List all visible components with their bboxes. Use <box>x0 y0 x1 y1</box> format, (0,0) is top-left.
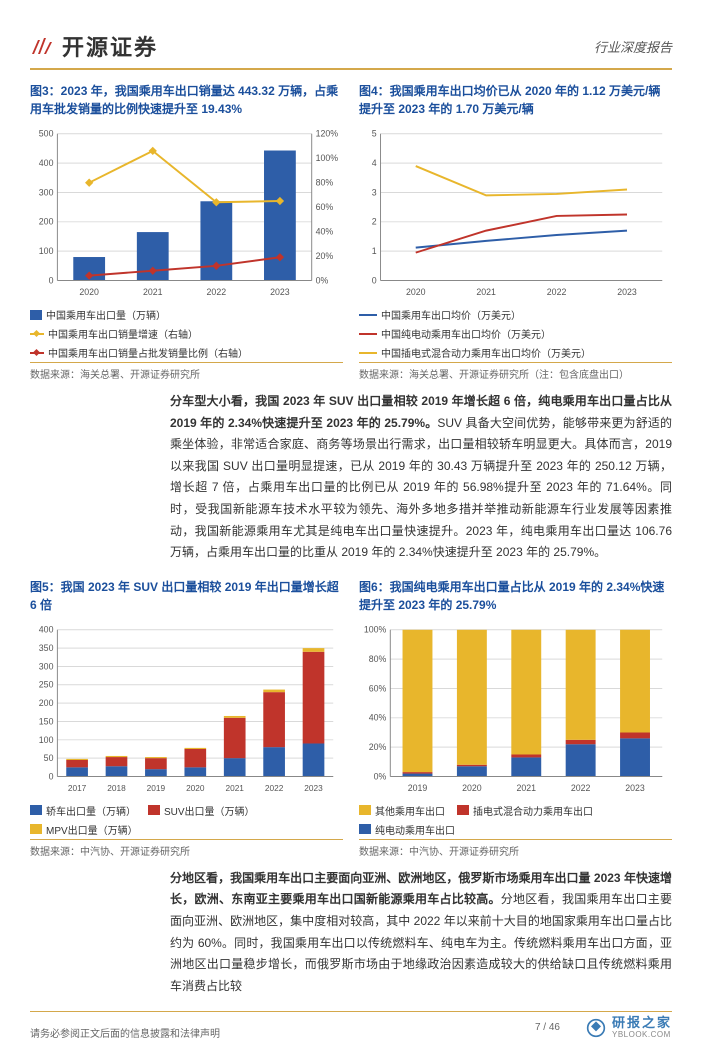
svg-text:2023: 2023 <box>270 287 290 297</box>
svg-text:100: 100 <box>39 246 54 256</box>
svg-text:100%: 100% <box>316 153 339 163</box>
svg-text:2020: 2020 <box>186 783 205 793</box>
logo-icon <box>30 34 54 58</box>
svg-text:2017: 2017 <box>68 783 87 793</box>
svg-text:20%: 20% <box>369 742 387 752</box>
svg-text:2023: 2023 <box>625 783 645 793</box>
fig5-legend: 轿车出口量（万辆） SUV出口量（万辆） MPV出口量（万辆） <box>30 803 343 837</box>
svg-text:2019: 2019 <box>147 783 166 793</box>
svg-text:2021: 2021 <box>516 783 536 793</box>
svg-text:40%: 40% <box>369 713 387 723</box>
svg-text:2023: 2023 <box>304 783 323 793</box>
svg-text:2020: 2020 <box>79 287 99 297</box>
paragraph-1: 分车型大小看，我国 2023 年 SUV 出口量相较 2019 年增长超 6 倍… <box>30 391 672 564</box>
svg-text:250: 250 <box>39 680 54 690</box>
page-number: 7 / 46 <box>535 1022 560 1033</box>
svg-text:0: 0 <box>49 771 54 781</box>
svg-text:2022: 2022 <box>547 287 567 297</box>
page-footer: 请务必参阅正文后面的信息披露和法律声明 7 / 46 研报之家 YBLOOK.C… <box>30 1011 672 1039</box>
svg-text:5: 5 <box>372 129 377 139</box>
fig4-chart: 0 1 2 3 4 5 2020 2021 2022 2023 <box>359 124 672 300</box>
svg-text:20%: 20% <box>316 251 334 261</box>
paragraph-2: 分地区看，我国乘用车出口主要面向亚洲、欧洲地区，俄罗斯市场乘用车出口量 2023… <box>30 868 672 998</box>
svg-text:100%: 100% <box>364 625 387 635</box>
fig4-title: 图4：我国乘用车出口均价已从 2020 年的 1.12 万美元/辆提升至 202… <box>359 82 672 118</box>
svg-text:0%: 0% <box>374 771 387 781</box>
fig5-title: 图5：我国 2023 年 SUV 出口量相较 2019 年出口量增长超 6 倍 <box>30 578 343 614</box>
fig4-legend: 中国乘用车出口均价（万美元） 中国纯电动乘用车出口均价（万美元） 中国插电式混合… <box>359 307 672 360</box>
svg-text:3: 3 <box>372 187 377 197</box>
svg-text:2: 2 <box>372 217 377 227</box>
svg-text:200: 200 <box>39 217 54 227</box>
svg-text:2022: 2022 <box>571 783 591 793</box>
svg-text:2023: 2023 <box>617 287 637 297</box>
svg-text:0%: 0% <box>316 275 329 285</box>
footer-disclaimer: 请务必参阅正文后面的信息披露和法律声明 <box>30 1025 220 1040</box>
fig6-legend: 其他乘用车出口 插电式混合动力乘用车出口 纯电动乘用车出口 <box>359 803 672 837</box>
svg-text:200: 200 <box>39 698 54 708</box>
watermark: 7 / 46 研报之家 YBLOOK.COM <box>535 1016 672 1039</box>
svg-text:400: 400 <box>39 625 54 635</box>
logo: 开源证券 <box>30 30 158 62</box>
svg-text:4: 4 <box>372 158 377 168</box>
report-type: 行业深度报告 <box>594 37 672 56</box>
fig6-title: 图6：我国纯电乘用车出口量占比从 2019 年的 2.34%快速提升至 2023… <box>359 578 672 614</box>
svg-text:2022: 2022 <box>207 287 227 297</box>
svg-text:2021: 2021 <box>225 783 244 793</box>
page-header: 开源证券 行业深度报告 <box>30 30 672 70</box>
svg-text:2020: 2020 <box>406 287 426 297</box>
svg-text:2021: 2021 <box>476 287 496 297</box>
svg-text:500: 500 <box>39 129 54 139</box>
fig6-chart: 0% 20% 40% 60% 80% 100% 2019 2020 2021 2022 2023 <box>359 620 672 796</box>
svg-text:2019: 2019 <box>408 783 428 793</box>
svg-text:300: 300 <box>39 661 54 671</box>
svg-text:50: 50 <box>44 753 54 763</box>
svg-text:400: 400 <box>39 158 54 168</box>
logo-text: 开源证券 <box>62 30 158 62</box>
fig6-source: 数据来源：中汽协、开源证券研究所 <box>359 839 672 858</box>
fig3-title: 图3：2023 年，我国乘用车出口销量达 443.32 万辆，占乘用车批发销量的… <box>30 82 343 118</box>
svg-text:80%: 80% <box>369 654 387 664</box>
svg-text:2020: 2020 <box>462 783 482 793</box>
fig5-chart: 0 50 100 150 200 250 300 350 400 2017 2018 2019 2020… <box>30 620 343 796</box>
fig4-source: 数据来源：海关总署、开源证券研究所（注：包含底盘出口） <box>359 362 672 381</box>
svg-text:60%: 60% <box>369 683 387 693</box>
watermark-icon <box>586 1018 606 1038</box>
svg-text:1: 1 <box>372 246 377 256</box>
svg-text:2022: 2022 <box>265 783 284 793</box>
fig3-chart: 0 100 200 300 400 500 0% 20% 40% 60% 80% 100% 120% 20… <box>30 124 343 300</box>
svg-text:350: 350 <box>39 643 54 653</box>
fig3-legend: 中国乘用车出口量（万辆） 中国乘用车出口销量增速（右轴） 中国乘用车出口销量占批… <box>30 307 343 360</box>
svg-text:0: 0 <box>49 275 54 285</box>
svg-text:150: 150 <box>39 716 54 726</box>
svg-text:40%: 40% <box>316 227 334 237</box>
fig5-source: 数据来源：中汽协、开源证券研究所 <box>30 839 343 858</box>
svg-text:300: 300 <box>39 187 54 197</box>
fig3-source: 数据来源：海关总署、开源证券研究所 <box>30 362 343 381</box>
svg-text:2021: 2021 <box>143 287 163 297</box>
svg-text:80%: 80% <box>316 178 334 188</box>
svg-text:60%: 60% <box>316 202 334 212</box>
svg-text:0: 0 <box>372 275 377 285</box>
svg-text:120%: 120% <box>316 129 339 139</box>
svg-text:2018: 2018 <box>107 783 126 793</box>
svg-text:100: 100 <box>39 735 54 745</box>
